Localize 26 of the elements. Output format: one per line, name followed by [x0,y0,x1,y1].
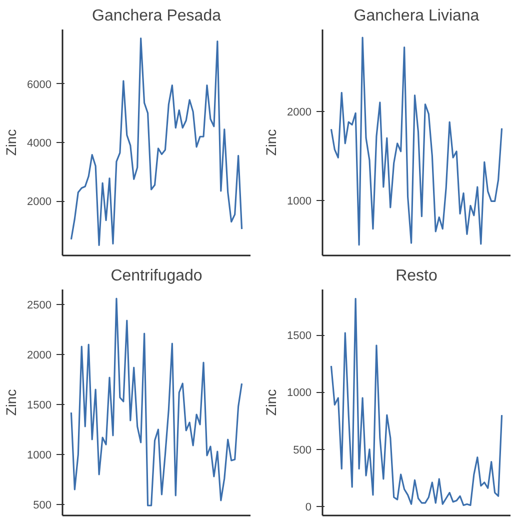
y-tick-label: 2000 [287,106,312,118]
y-tick-label: 1500 [287,330,312,342]
y-tick-label: 1000 [287,195,312,208]
y-axis-title: Zinc [3,389,20,416]
line-series [70,38,243,246]
y-tick-label: 500 [293,444,312,456]
y-tick-label: 1000 [287,387,312,400]
y-tick-label: 6000 [27,78,52,91]
chart-title: Ganchera Pesada [92,8,222,24]
y-tick-label: 4000 [27,138,52,150]
y-tick-label: 2000 [27,196,52,208]
y-axis-title: Zinc [3,129,20,156]
chart-title: Ganchera Liviana [354,8,480,24]
line-series [330,36,503,246]
line-series [330,298,503,506]
y-axis-title: Zinc [263,389,280,416]
y-tick-label: 2500 [27,300,52,312]
y-axis-title: Zinc [263,129,280,156]
line-series [70,298,243,506]
y-tick-label: 2000 [27,350,52,362]
y-tick-label: 1000 [27,450,52,462]
y-tick-label: 1500 [27,400,52,412]
y-tick-label: 500 [33,500,52,512]
chart-title: Centrifugado [110,268,202,284]
chart-title: Resto [396,268,438,284]
y-tick-label: 0 [305,501,312,514]
